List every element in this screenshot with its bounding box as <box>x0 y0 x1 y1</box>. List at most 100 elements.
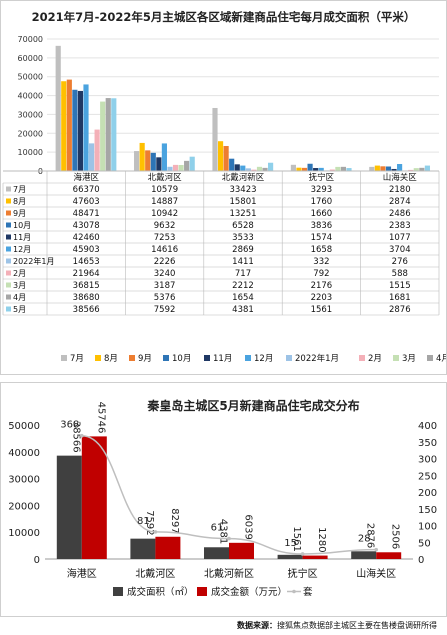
x-category-label: 海港区 <box>73 172 99 183</box>
bar-data-label: 2876 <box>365 523 376 548</box>
table-series-label: 3月 <box>13 281 26 290</box>
table-cell-value: 36815 <box>73 281 100 291</box>
table-legend-key <box>6 222 11 228</box>
legend-swatch <box>204 355 210 361</box>
table-cell-value: 3293 <box>311 185 333 195</box>
bar <box>139 142 145 171</box>
line-data-label: 15 <box>284 538 297 549</box>
may-distribution-chart-panel: 秦皇岛主城区5月新建商品住宅成交分布 0 10000 20000 30000 40000… <box>0 382 447 617</box>
bar <box>189 156 195 171</box>
bar <box>262 167 268 171</box>
y2-tick-label: 50 <box>418 538 431 549</box>
legend-swatch <box>113 587 123 596</box>
bar <box>385 166 392 171</box>
table-cell-value: 2212 <box>232 281 254 291</box>
table-cell-value: 38566 <box>73 305 100 315</box>
legend-swatch <box>359 355 365 361</box>
table-series-label: 7月 <box>13 185 26 194</box>
line-point <box>80 433 84 438</box>
line-point <box>300 552 305 556</box>
legend-swatch <box>245 355 251 361</box>
bar <box>83 84 89 171</box>
x-category-label: 抚宁区 <box>288 567 318 580</box>
table-cell-value: 2869 <box>232 245 254 255</box>
y-tick-label: 30000 <box>8 475 40 486</box>
bar-data-label: 1280 <box>316 527 327 552</box>
table-cell-value: 4381 <box>232 305 254 315</box>
bar <box>66 79 72 171</box>
legend-swatch-point <box>292 589 296 594</box>
bar <box>229 158 235 171</box>
table-legend-key <box>6 210 11 216</box>
legend-label: 8月 <box>104 354 118 364</box>
x-category-label: 北戴河新区 <box>204 567 254 580</box>
table-cell-value: 1077 <box>389 233 411 243</box>
bar <box>256 166 263 171</box>
table-cell-value: 7592 <box>154 305 176 315</box>
bar <box>61 81 67 171</box>
bar <box>277 554 303 559</box>
bar <box>94 129 100 171</box>
table-cell-value: 1658 <box>311 245 333 255</box>
table-cell-value: 2203 <box>311 293 333 303</box>
table-cell-value: 48471 <box>73 209 100 219</box>
table-cell-value: 38680 <box>73 293 100 303</box>
bar <box>335 166 341 171</box>
bar <box>290 164 296 171</box>
chart2-title: 秦皇岛主城区5月新建商品住宅成交分布 <box>147 399 360 413</box>
legend-label: 7月 <box>70 354 84 364</box>
bar <box>111 98 117 171</box>
bar <box>172 164 179 171</box>
table-legend-key <box>6 258 11 264</box>
y-tick-label: 30000 <box>18 110 43 119</box>
bar-data-label: 8297 <box>169 508 180 533</box>
bar <box>340 166 347 171</box>
bar-data-label: 1561 <box>291 526 302 551</box>
table-cell-value: 10942 <box>151 209 178 219</box>
table-cell-value: 5376 <box>154 293 176 303</box>
table-cell-value: 14616 <box>151 245 178 255</box>
line-point <box>374 547 379 552</box>
y-tick-label: 10000 <box>18 148 43 157</box>
y2-tick-label: 250 <box>418 471 437 482</box>
table-cell-value: 2486 <box>389 209 411 219</box>
y-tick-label: 40000 <box>18 92 43 101</box>
table-cell-value: 1681 <box>389 293 411 303</box>
bar <box>105 98 111 171</box>
y-tick-label: 70000 <box>18 35 43 44</box>
bar <box>204 547 229 559</box>
table-series-label: 12月 <box>13 245 31 254</box>
x-category-label: 北戴河新区 <box>222 172 265 183</box>
bar <box>167 166 173 171</box>
table-legend-key <box>6 294 11 300</box>
table-cell-value: 10579 <box>151 185 178 195</box>
bar-data-label: 7592 <box>144 510 155 535</box>
table-cell-value: 7253 <box>154 233 176 243</box>
bar <box>413 168 419 171</box>
bar <box>374 165 380 171</box>
legend-swatch <box>129 355 135 361</box>
table-cell-value: 3836 <box>311 221 333 231</box>
table-cell-value: 6528 <box>232 221 254 231</box>
table-cell-value: 717 <box>235 269 251 279</box>
table-cell-value: 276 <box>392 257 408 267</box>
legend-swatch <box>427 355 433 361</box>
bar <box>100 101 106 171</box>
table-cell-value: 1574 <box>311 233 333 243</box>
table-cell-value: 332 <box>313 257 329 267</box>
bar <box>268 162 274 171</box>
bar <box>88 143 95 171</box>
table-cell-value: 15801 <box>229 197 256 207</box>
table-legend-key <box>6 246 11 252</box>
legend-label: 套 <box>303 586 313 598</box>
legend-label: 3月 <box>402 354 416 364</box>
table-cell-value: 9632 <box>154 221 176 231</box>
table-cell-value: 1411 <box>232 257 254 267</box>
table-cell-value: 2226 <box>154 257 176 267</box>
bar <box>178 164 184 171</box>
bar <box>156 157 162 171</box>
y2-tick-label: 400 <box>418 421 437 432</box>
bar <box>408 169 414 171</box>
chart1-svg: 010000200003000040000500006000070000海港区北… <box>2 35 446 364</box>
legend-label: 11月 <box>213 354 232 364</box>
